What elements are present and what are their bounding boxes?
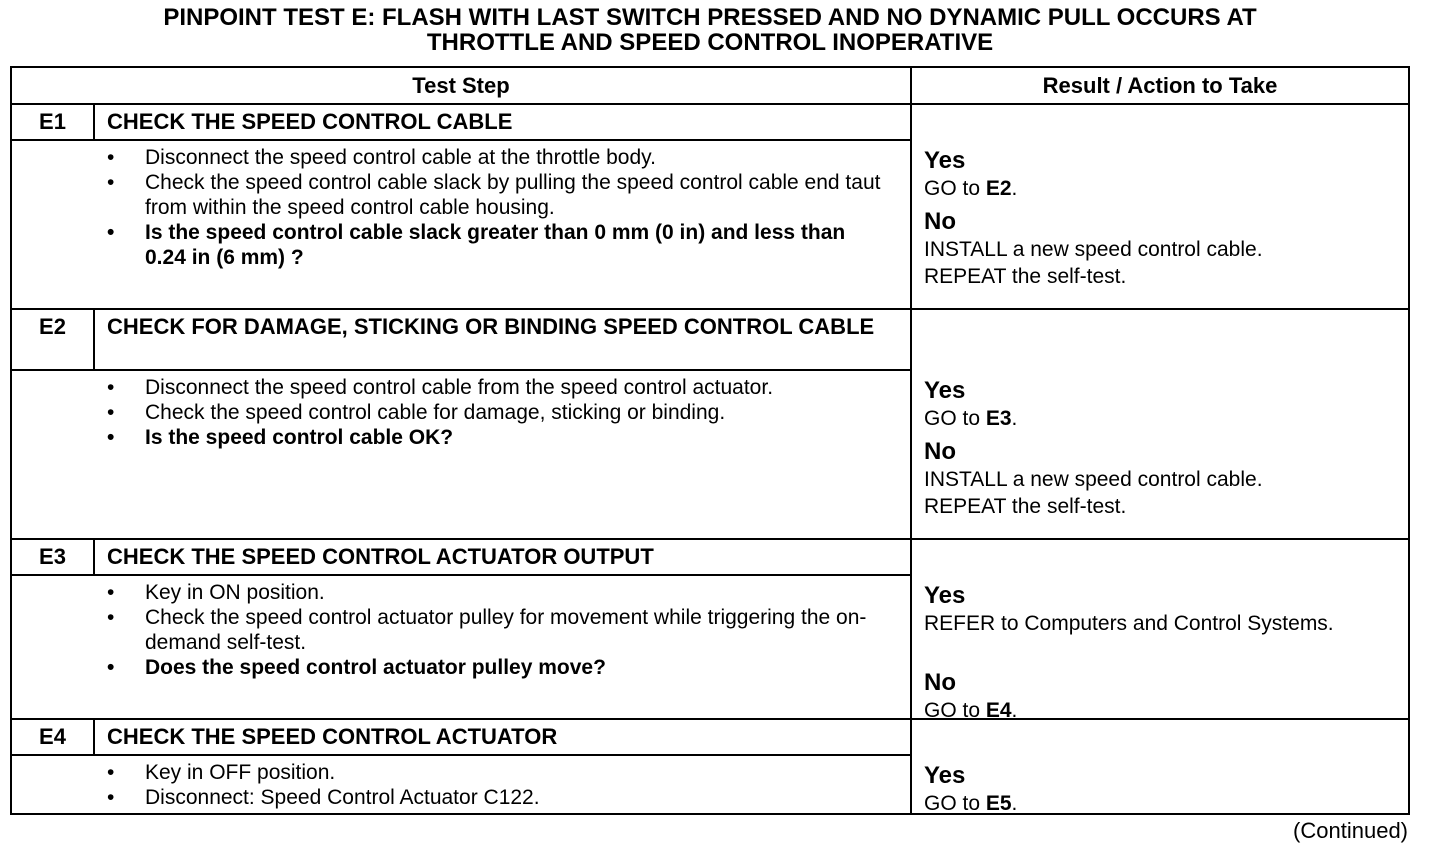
- bullet: Disconnect the speed control cable from …: [107, 375, 890, 400]
- result-label: Yes: [924, 147, 966, 174]
- result-cell: Yes GO to E5.: [912, 720, 1408, 815]
- action-text: E4: [985, 699, 1012, 722]
- action-text: E3: [985, 407, 1012, 430]
- action-line: REPEAT the self-test.: [924, 263, 1408, 290]
- step-cell: E1 CHECK THE SPEED CONTROL CABLE Disconnec…: [12, 105, 912, 308]
- action-text: GO to: [924, 699, 986, 722]
- step-cell: E3 CHECK THE SPEED CONTROL ACTUATOR OUTPU…: [12, 540, 912, 718]
- action-text: INSTALL a new speed control cable.: [924, 468, 1263, 491]
- action-text: REPEAT the self-test.: [924, 265, 1127, 288]
- bullet: Does the speed control actuator pulley m…: [107, 655, 890, 680]
- action-line: GO to E4.: [924, 697, 1408, 724]
- step-title-row: E3 CHECK THE SPEED CONTROL ACTUATOR OUTPU…: [12, 540, 910, 576]
- header-cell: Result / Action to Take: [1042, 72, 1278, 98]
- bullet: Check the speed control actuator pulley …: [107, 605, 890, 655]
- step-row: E1 CHECK THE SPEED CONTROL CABLE Disconnec…: [12, 105, 1408, 310]
- step-body: Disconnect the speed control cable from …: [12, 371, 910, 450]
- result-cell: Yes GO to E2. No INSTALL a new speed contro…: [912, 105, 1408, 308]
- step-title-row: E1 CHECK THE SPEED CONTROL CABLE: [12, 105, 910, 141]
- action-line: GO to E5.: [924, 790, 1408, 817]
- action-line: INSTALL a new speed control cable.: [924, 236, 1408, 263]
- action-text: GO to: [924, 177, 986, 200]
- result-label: No: [924, 208, 956, 235]
- step-row: E2 CHECK FOR DAMAGE, STICKING OR BINDING …: [12, 310, 1408, 540]
- action-text: E2: [985, 177, 1012, 200]
- action-text: .: [1011, 177, 1018, 200]
- action-line: GO to E3.: [924, 405, 1408, 432]
- step-title-row: E2 CHECK FOR DAMAGE, STICKING OR BINDING …: [12, 310, 910, 371]
- step-row: E3 CHECK THE SPEED CONTROL ACTUATOR OUTPU…: [12, 540, 1408, 722]
- title-line: THROTTLE AND SPEED CONTROL INOPERATIVE: [426, 29, 994, 56]
- result-label: No: [924, 669, 956, 696]
- action-text: .: [1011, 407, 1018, 430]
- action-text: REPEAT the self-test.: [924, 495, 1127, 518]
- test-table: Test Step Result / Action to Take E1 CHEC…: [10, 66, 1410, 815]
- bullet: Is the speed control cable OK?: [107, 425, 890, 450]
- result-cell: Yes REFER to Computers and Control System…: [912, 540, 1408, 722]
- result-label: No: [924, 438, 956, 465]
- header-cell: Test Step: [12, 68, 912, 103]
- step-body: Key in OFF position.Disconnect: Speed Co…: [12, 756, 910, 810]
- action-text: GO to: [924, 792, 986, 815]
- action-text: E5: [985, 792, 1012, 815]
- action-text: .: [1011, 792, 1018, 815]
- action-text: INSTALL a new speed control cable.: [924, 238, 1263, 261]
- bullet: Check the speed control cable slack by p…: [107, 170, 890, 220]
- step-title-row: E4 CHECK THE SPEED CONTROL ACTUATOR: [12, 720, 910, 756]
- step-body: Disconnect the speed control cable at th…: [12, 141, 910, 270]
- action-text: .: [1011, 699, 1018, 722]
- action-text: REFER to Computers and Control Systems.: [924, 612, 1334, 635]
- action-line: INSTALL a new speed control cable.: [924, 466, 1408, 493]
- step-cell: E4 CHECK THE SPEED CONTROL ACTUATOR Key in…: [12, 720, 912, 813]
- step-id: E2: [12, 310, 95, 369]
- step-title: CHECK FOR DAMAGE, STICKING OR BINDING SP…: [107, 314, 875, 339]
- step-title: CHECK THE SPEED CONTROL ACTUATOR: [107, 724, 558, 749]
- bullet: Key in OFF position.: [107, 760, 890, 785]
- step-title: CHECK THE SPEED CONTROL CABLE: [107, 109, 513, 134]
- result-label: Yes: [924, 762, 966, 789]
- bullet: Disconnect: Speed Control Actuator C122.: [107, 785, 890, 810]
- footer: (Continued): [1293, 818, 1408, 843]
- action-line: GO to E2.: [924, 175, 1408, 202]
- action-line: REPEAT the self-test.: [924, 493, 1408, 520]
- step-id: E4: [12, 720, 95, 754]
- title-line: PINPOINT TEST E: FLASH WITH LAST SWITCH …: [163, 4, 1257, 31]
- step-cell: E2 CHECK FOR DAMAGE, STICKING OR BINDING …: [12, 310, 912, 538]
- action-text: GO to: [924, 407, 986, 430]
- step-id: E1: [12, 105, 95, 139]
- action-line: REFER to Computers and Control Systems.: [924, 610, 1408, 637]
- result-label: Yes: [924, 377, 966, 404]
- step-body: Key in ON position.Check the speed contr…: [12, 576, 910, 680]
- result-label: Yes: [924, 582, 966, 609]
- bullet: Check the speed control cable for damage…: [107, 400, 890, 425]
- header-row: Test Step Result / Action to Take: [12, 68, 1408, 105]
- step-id: E3: [12, 540, 95, 574]
- bullet: Key in ON position.: [107, 580, 890, 605]
- result-cell: Yes GO to E3. No INSTALL a new speed contro…: [912, 310, 1408, 538]
- step-row: E4 CHECK THE SPEED CONTROL ACTUATOR Key in…: [12, 720, 1408, 815]
- bullet: Disconnect the speed control cable at th…: [107, 145, 890, 170]
- step-title: CHECK THE SPEED CONTROL ACTUATOR OUTPUT: [107, 544, 654, 569]
- bullet: Is the speed control cable slack greater…: [107, 220, 890, 270]
